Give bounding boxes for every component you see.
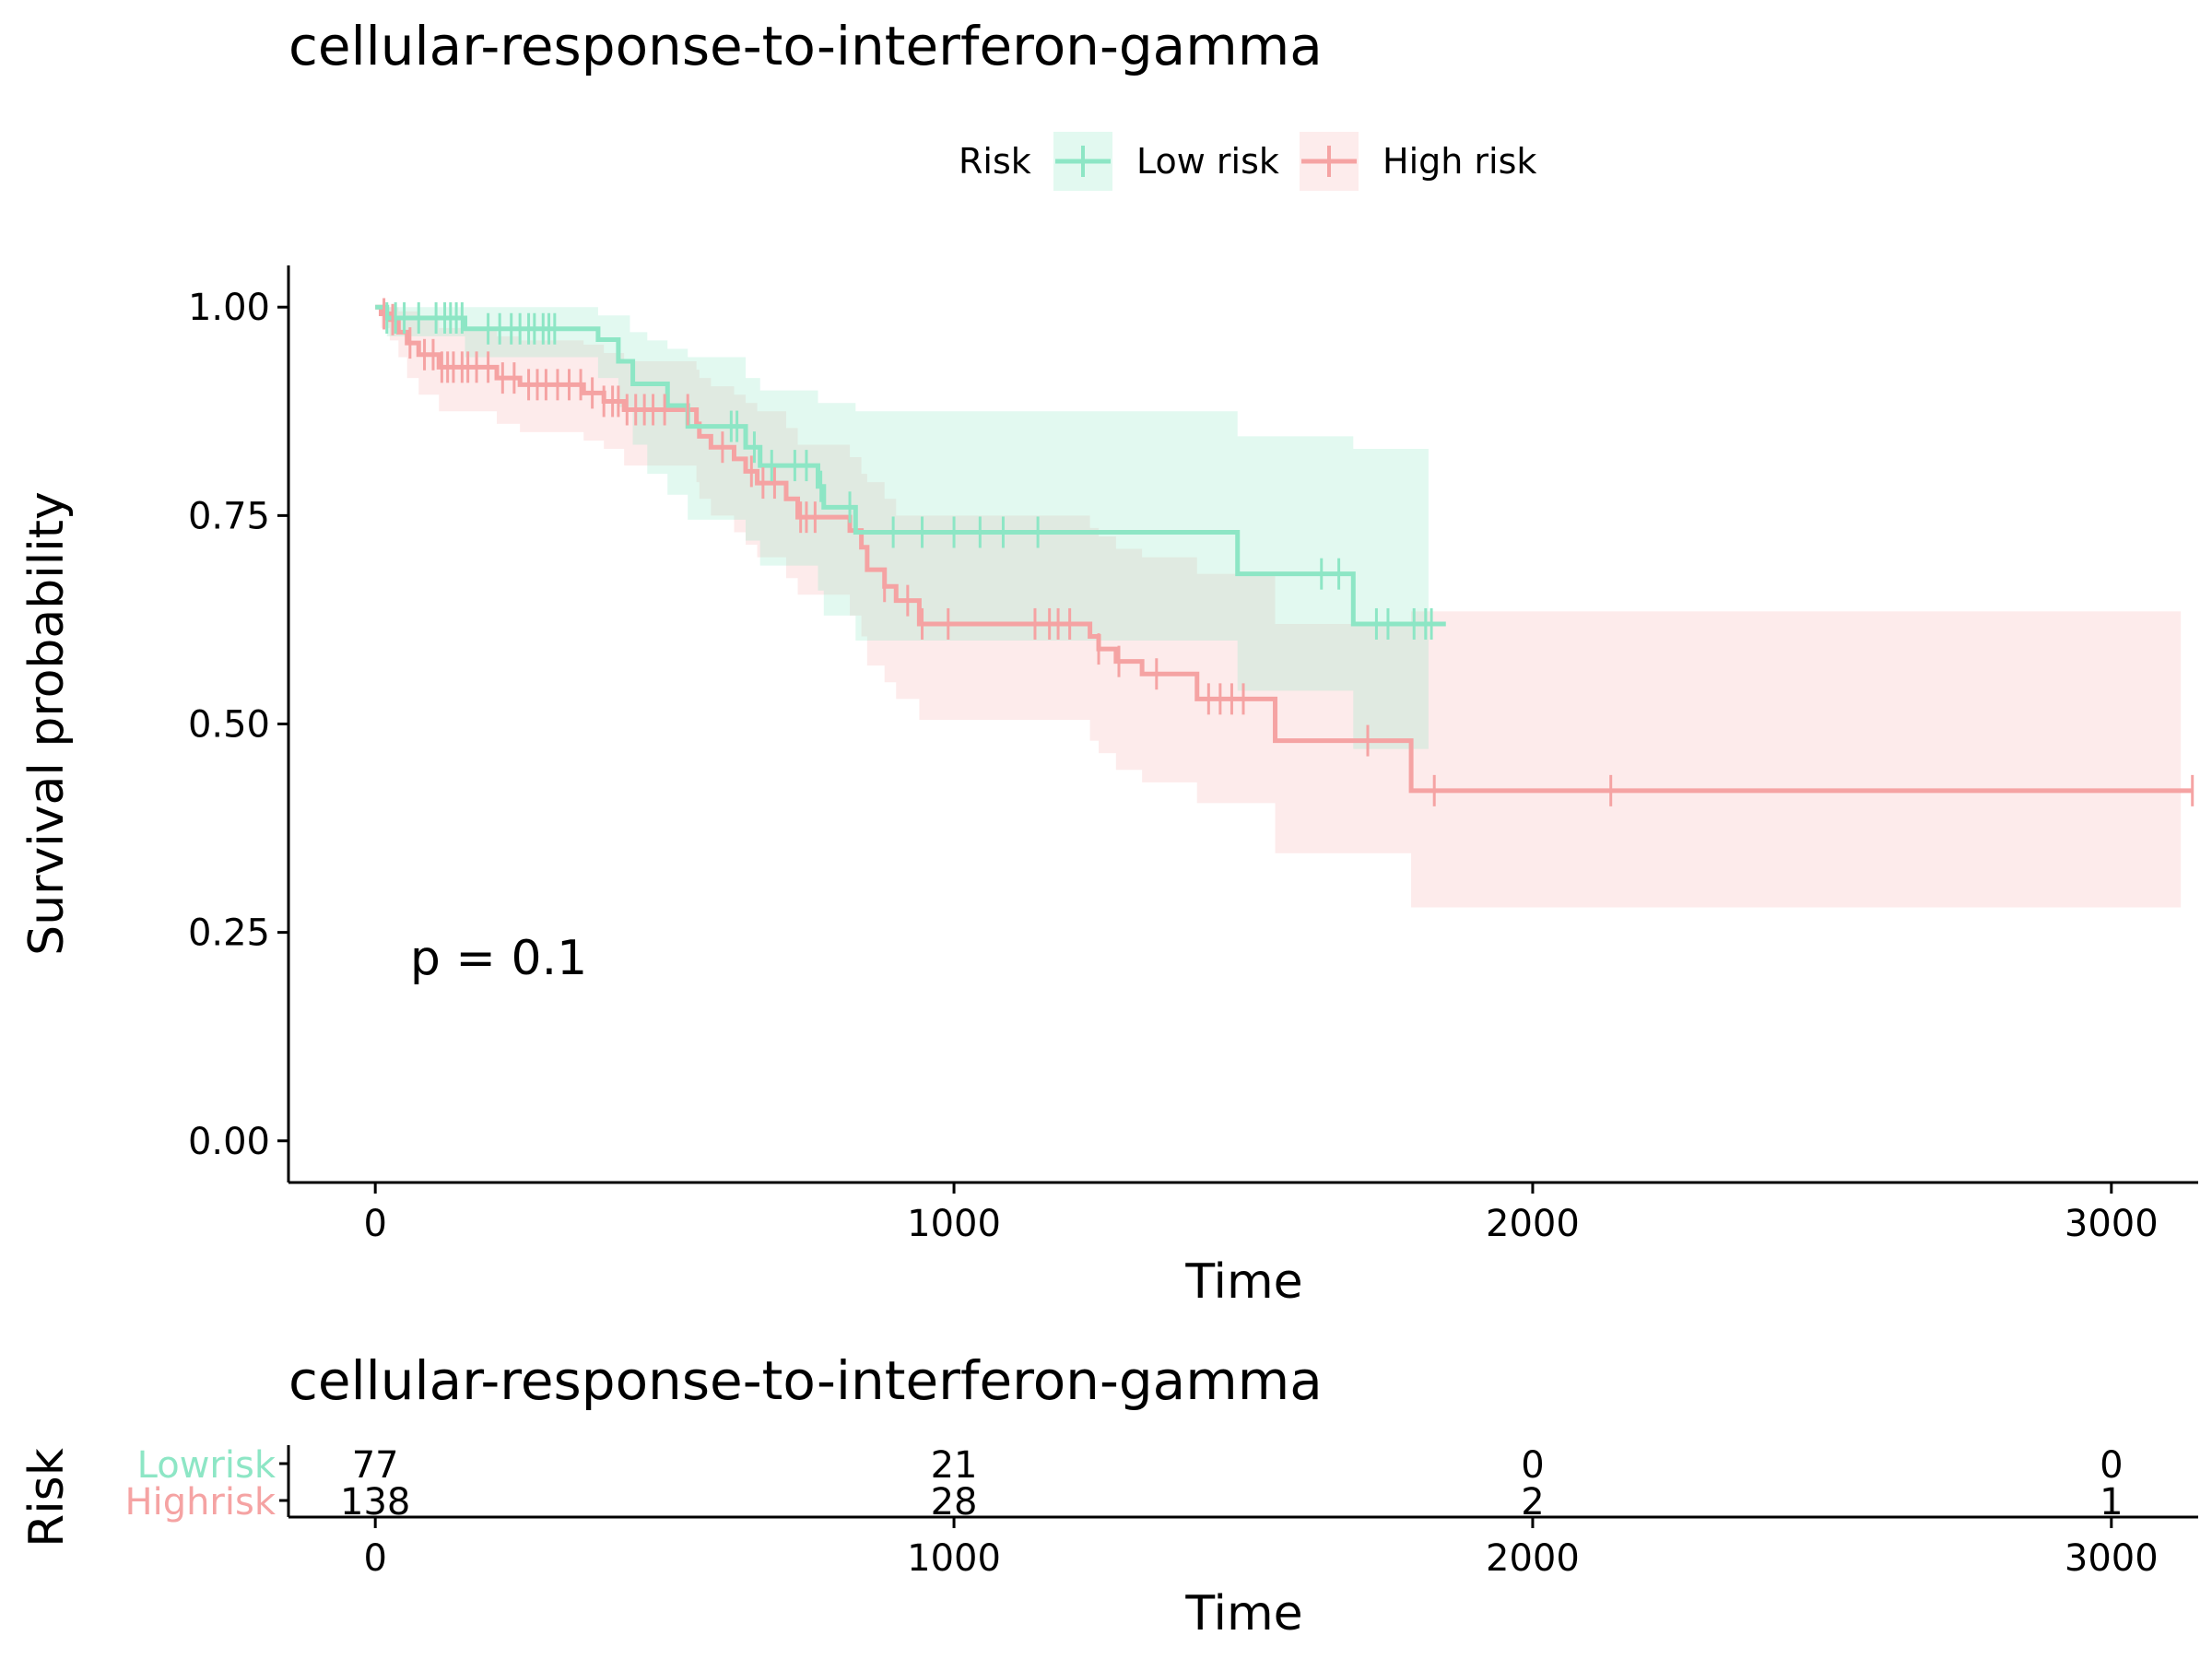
y-tick-label: 0.00 (188, 1121, 270, 1163)
risk-table: cellular-response-to-interferon-gamma Lo… (19, 1349, 2198, 1641)
x-tick-label: 2000 (1486, 1203, 1580, 1245)
risk-table-x-tick-label: 1000 (907, 1537, 1001, 1580)
risk-table-x-tick-label: 0 (363, 1537, 386, 1580)
y-tick-label: 0.25 (188, 912, 270, 955)
p-value-annotation: p = 0.1 (410, 931, 587, 986)
chart-title: cellular-response-to-interferon-gamma (288, 15, 1323, 77)
y-axis-title: Survival probability (19, 491, 75, 956)
legend-entry-low-risk: Low risk (1053, 132, 1279, 191)
risk-table-y-axis-title: Risk (19, 1448, 75, 1547)
y-tick-label: 0.75 (188, 495, 270, 537)
confidence-band-high-risk (375, 307, 2182, 908)
x-tick-label: 1000 (907, 1203, 1001, 1245)
risk-row-label-highrisk: Highrisk (125, 1481, 276, 1524)
legend-label-high-risk: High risk (1382, 141, 1536, 182)
y-tick-label: 0.50 (188, 704, 270, 747)
risk-table-x-axis-title: Time (1184, 1586, 1302, 1641)
risk-table-x-tick-label: 3000 (2065, 1537, 2159, 1580)
legend-title: Risk (959, 141, 1031, 182)
confidence-bands (375, 307, 2182, 908)
y-tick-label: 1.00 (188, 287, 270, 329)
risk-count-lowrisk: 0 (1521, 1444, 1544, 1487)
risk-row-label-lowrisk: Lowrisk (137, 1444, 276, 1487)
risk-table-x-ticks: 0 1000 2000 3000 (363, 1517, 2159, 1580)
x-tick-label: 0 (363, 1203, 386, 1245)
legend-label-low-risk: Low risk (1136, 141, 1279, 182)
x-tick-label: 3000 (2065, 1203, 2159, 1245)
x-axis-ticks: 0 1000 2000 3000 (363, 1182, 2159, 1245)
risk-table-x-tick-label: 2000 (1486, 1537, 1580, 1580)
legend: Risk Low risk High risk (959, 132, 1536, 191)
confidence-band-low-risk (375, 307, 1429, 749)
censor-marks (382, 298, 2194, 806)
survival-plot: 0.00 0.25 0.50 0.75 1.00 0 1000 2000 3000 p = 0… (19, 265, 2198, 1310)
x-axis-title: Time (1184, 1254, 1302, 1310)
risk-count-lowrisk: 21 (931, 1444, 978, 1487)
legend-entry-high-risk: High risk (1300, 132, 1536, 191)
survival-curve-low-risk (375, 304, 1446, 627)
risk-table-title: cellular-response-to-interferon-gamma (288, 1349, 1323, 1412)
risk-count-lowrisk: 0 (2100, 1444, 2123, 1487)
risk-count-lowrisk: 77 (352, 1444, 399, 1487)
y-axis-ticks: 0.00 0.25 0.50 0.75 1.00 (188, 287, 288, 1163)
